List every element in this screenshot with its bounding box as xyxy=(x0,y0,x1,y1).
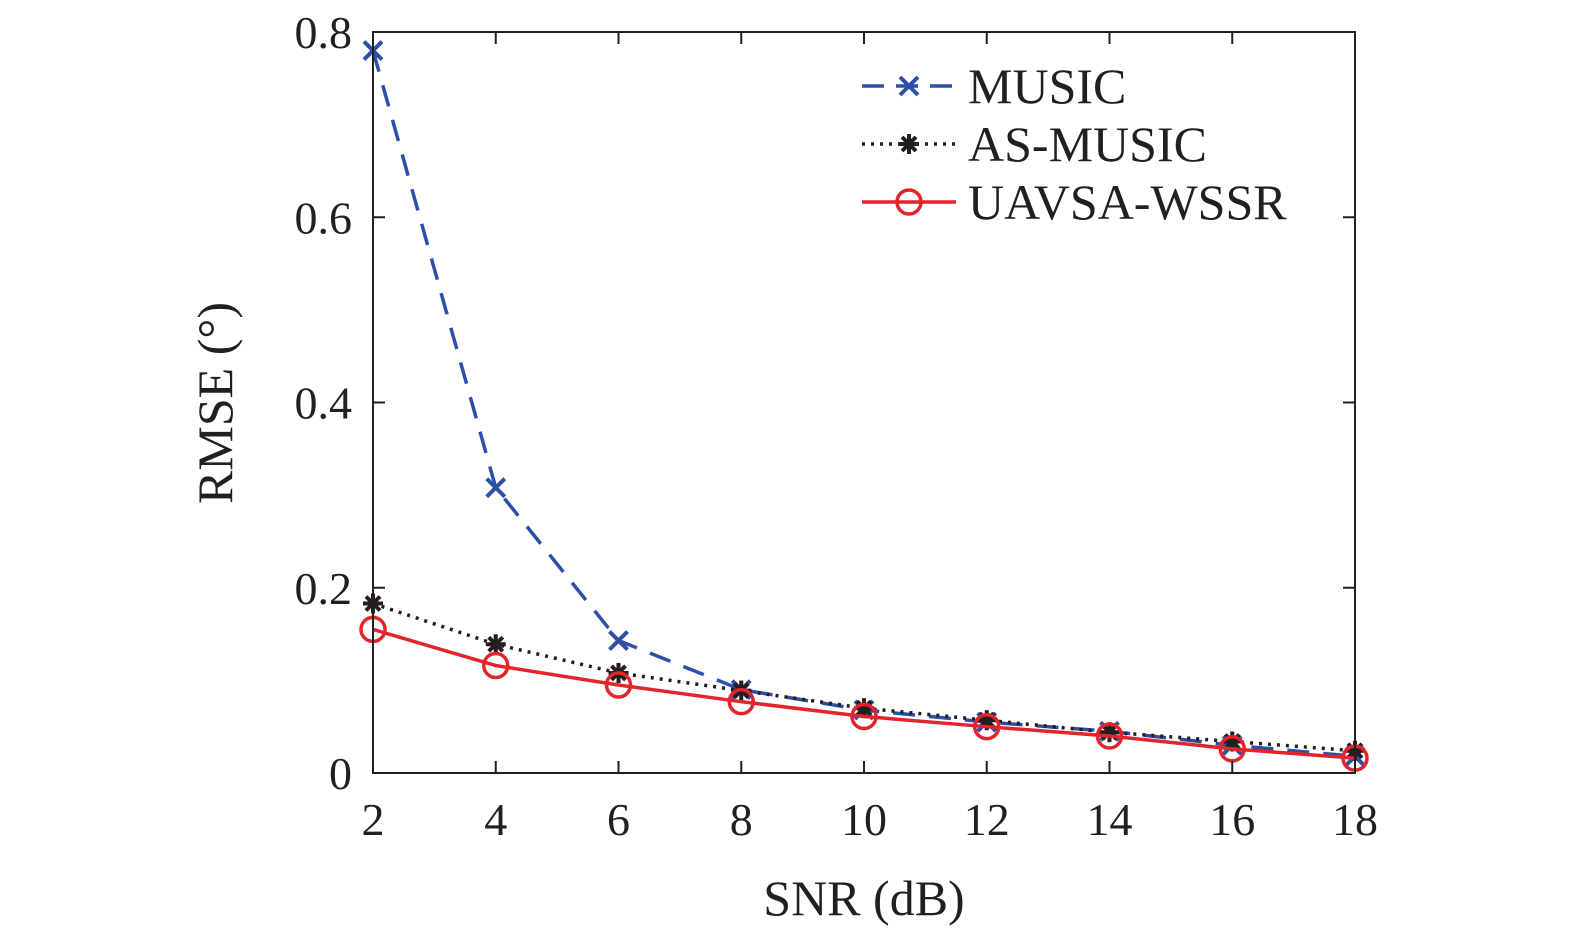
x-axis-label: SNR (dB) xyxy=(763,870,964,926)
legend-label-uavsa-wssr: UAVSA-WSSR xyxy=(968,174,1287,230)
legend-marker-as-music xyxy=(899,134,919,154)
data-point-uavsa-wssr xyxy=(1218,735,1246,763)
legend-entry-uavsa-wssr: UAVSA-WSSR xyxy=(862,174,1287,230)
data-point-uavsa-wssr xyxy=(973,712,1001,741)
y-tick-label: 0.4 xyxy=(295,378,353,429)
x-tick-label: 14 xyxy=(1087,794,1133,845)
legend-marker-uavsa-wssr xyxy=(895,188,923,216)
series-line-as-music xyxy=(372,601,1356,753)
x-tick-label: 10 xyxy=(841,794,887,845)
x-tick-label: 8 xyxy=(730,794,753,845)
data-point-uavsa-wssr xyxy=(727,687,755,716)
legend-marker-music xyxy=(898,75,920,97)
series-music xyxy=(362,40,1366,767)
x-tick-label: 12 xyxy=(964,794,1010,845)
data-point-uavsa-wssr xyxy=(604,671,633,699)
legend-label-music: MUSIC xyxy=(968,58,1126,114)
axes-layer: 2 4 6 8 10 12 14 16 18 0 0.2 0.4 0.6 0.8 xyxy=(295,7,1379,845)
series-as-music xyxy=(363,593,1365,761)
legend-entry-music: MUSIC xyxy=(862,58,1126,114)
data-point-uavsa-wssr xyxy=(482,651,510,680)
data-point-uavsa-wssr xyxy=(850,702,878,731)
data-point-music xyxy=(608,630,629,651)
series-line-uavsa-wssr xyxy=(372,627,1356,760)
x-tick-label: 18 xyxy=(1332,794,1378,845)
y-tick-label: 0.2 xyxy=(295,563,353,614)
x-tick-label: 2 xyxy=(362,794,385,845)
data-point-as-music xyxy=(485,634,506,655)
y-axis-label: RMSE (°) xyxy=(187,302,243,504)
y-tick-label: 0 xyxy=(329,748,352,799)
series-uavsa-wssr xyxy=(359,615,1369,772)
legend-label-as-music: AS-MUSIC xyxy=(968,116,1207,172)
x-tick-label: 6 xyxy=(607,794,630,845)
data-point-uavsa-wssr xyxy=(1095,722,1124,750)
x-tick-label: 16 xyxy=(1209,794,1255,845)
data-point-music xyxy=(485,477,507,499)
legend-entry-as-music: AS-MUSIC xyxy=(862,116,1207,172)
series-layer xyxy=(359,40,1369,772)
x-tick-label: 4 xyxy=(484,794,507,845)
y-tick-label: 0.6 xyxy=(295,192,353,243)
y-tick-label: 0.8 xyxy=(295,7,353,58)
